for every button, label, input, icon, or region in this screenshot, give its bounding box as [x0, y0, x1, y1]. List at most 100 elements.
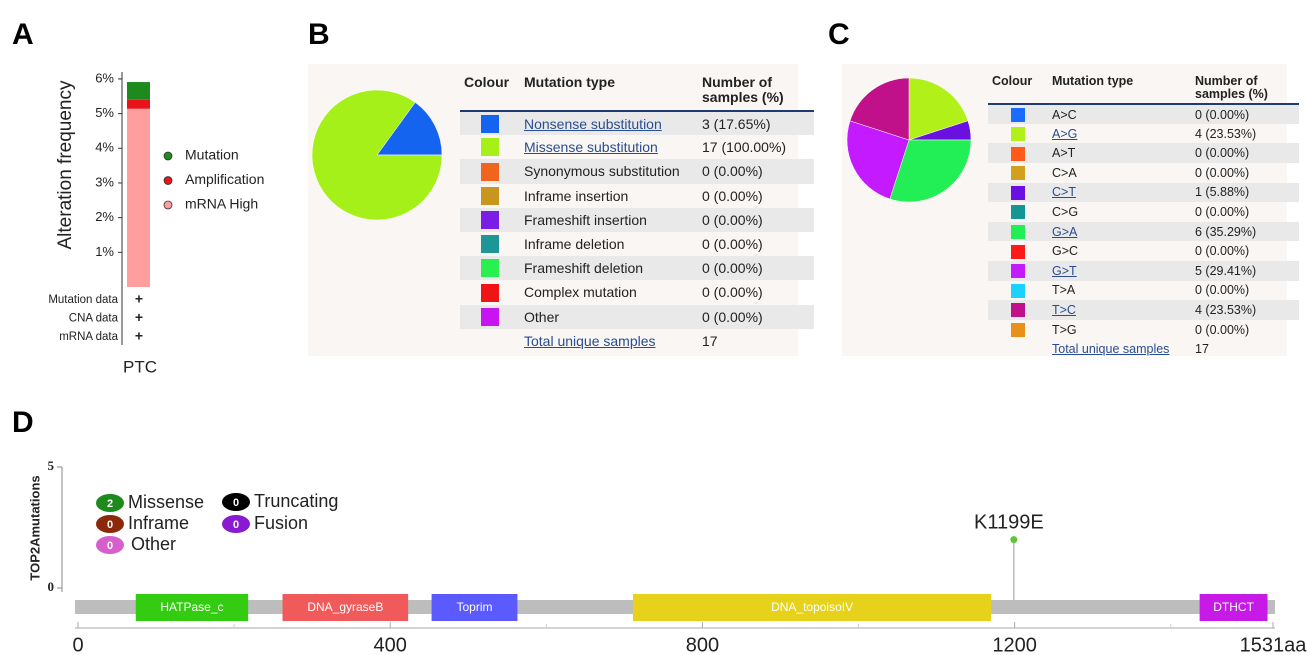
total-label: Total unique samples	[524, 332, 656, 349]
table-header: Colour Mutation type Number of samples (%)	[460, 75, 814, 112]
x-tick-label: 400	[374, 634, 407, 655]
mutation-type: G>A	[1048, 221, 1191, 242]
colour-cell	[460, 304, 520, 329]
color-swatch	[481, 138, 499, 157]
y-tick-label: 5%	[95, 105, 114, 120]
color-swatch	[481, 162, 499, 181]
mutation-type: T>C	[1048, 300, 1191, 320]
color-swatch	[481, 235, 499, 254]
table-row: Missense substitution 17 (100.00%)	[460, 135, 814, 159]
pie-slice	[889, 139, 972, 203]
legend-badge	[96, 515, 124, 533]
y-tick-label: 3%	[95, 174, 114, 189]
legend-badge	[96, 536, 124, 554]
mutation-type: Missense substitution	[524, 139, 658, 156]
color-swatch	[1011, 146, 1025, 161]
color-swatch	[1011, 205, 1025, 220]
bar-segment	[127, 99, 150, 109]
lollipop-head	[1010, 536, 1018, 544]
profile-mark: +	[135, 328, 143, 344]
colour-cell	[988, 182, 1048, 203]
legend-badge	[222, 493, 250, 511]
bar-segment	[127, 82, 150, 100]
column-header: Number of samples (%)	[698, 75, 814, 112]
mutation-type: Complex mutation	[524, 284, 637, 301]
legend-label: mRNA High	[185, 196, 258, 212]
sample-count: 17 (100.00%)	[702, 139, 787, 156]
table-row: Other 0 (0.00%)	[460, 304, 814, 329]
legend-label: Inframe	[128, 513, 189, 533]
legend-label: Mutation	[185, 147, 239, 163]
profile-label: Mutation data	[48, 294, 118, 306]
sample-count: 0 (0.00%)	[702, 236, 763, 253]
legend-label: Missense	[128, 492, 204, 512]
table-row: Frameshift insertion 0 (0.00%)	[460, 207, 814, 232]
sample-count: 0 (0.00%)	[698, 304, 814, 329]
legend-label: Other	[131, 534, 176, 554]
color-swatch	[1011, 224, 1025, 239]
color-swatch	[1011, 283, 1025, 298]
mutation-type: A>G	[1052, 126, 1078, 141]
color-swatch	[481, 186, 499, 205]
domain-label: HATPase_c	[160, 600, 223, 614]
colour-cell	[988, 300, 1048, 320]
color-swatch	[481, 307, 499, 326]
table-row: Inframe insertion 0 (0.00%)	[460, 184, 814, 208]
colour-cell	[460, 111, 520, 136]
sample-count: 0 (0.00%)	[1191, 143, 1299, 164]
pie-slice	[908, 77, 969, 141]
domain	[1199, 594, 1268, 621]
total-value: 17	[702, 332, 718, 349]
sample-count: 0 (0.00%)	[702, 284, 763, 301]
legend-badge	[96, 494, 124, 512]
sample-count: 0 (0.00%)	[702, 187, 763, 204]
colour-cell	[988, 202, 1048, 222]
color-swatch	[1011, 264, 1025, 279]
y-tick-label: 5	[48, 458, 55, 473]
mutation-table: Colour Mutation type Number of samples (%)…	[460, 75, 814, 353]
mutation-type: C>G	[1052, 205, 1079, 220]
column-header: Colour	[988, 74, 1048, 106]
colour-cell	[460, 184, 520, 208]
sample-count: 0 (0.00%)	[1195, 244, 1250, 259]
color-swatch	[1011, 185, 1025, 200]
empty-cell	[988, 339, 1048, 359]
y-tick-label: 1%	[95, 244, 114, 259]
y-tick-label: 4%	[95, 140, 114, 155]
mutation-type: T>G	[1052, 322, 1077, 337]
color-swatch	[1011, 244, 1025, 259]
color-swatch	[481, 259, 499, 278]
x-tick-label: 0	[72, 634, 83, 655]
sample-count: 0 (0.00%)	[1195, 283, 1250, 298]
table-row: C>G 0 (0.00%)	[988, 202, 1299, 222]
color-swatch	[1011, 322, 1025, 337]
column-header: Number of samples (%)	[1191, 74, 1299, 106]
y-tick-label: 2%	[95, 209, 114, 224]
colour-cell	[988, 261, 1048, 281]
profile-mark: +	[135, 291, 143, 307]
y-tick-label: 6%	[95, 70, 114, 85]
colour-cell	[460, 232, 520, 256]
sample-count: 0 (0.00%)	[1195, 322, 1250, 337]
sample-count: 1 (5.88%)	[1191, 182, 1299, 203]
mutation-type: T>A	[1052, 283, 1076, 298]
sample-count: 0 (0.00%)	[1195, 205, 1250, 220]
total-row: Total unique samples 17	[460, 329, 814, 353]
panel-letter: B	[308, 18, 330, 51]
colour-cell	[988, 104, 1048, 124]
x-tick-label: PTC	[123, 357, 157, 376]
sample-count: 0 (0.00%)	[698, 207, 814, 232]
colour-cell	[988, 281, 1048, 301]
colour-cell	[460, 256, 520, 281]
table-row: G>C 0 (0.00%)	[988, 241, 1299, 261]
sample-count: 3 (17.65%)	[698, 111, 814, 136]
mutation-type: Frameshift insertion	[520, 207, 698, 232]
colour-cell	[460, 135, 520, 159]
table-row: G>A 6 (35.29%)	[988, 221, 1299, 242]
table-row: T>A 0 (0.00%)	[988, 281, 1299, 301]
x-tick-label: 1200	[992, 634, 1037, 655]
table-row: Nonsense substitution 3 (17.65%)	[460, 111, 814, 136]
mutation-type: Inframe insertion	[524, 187, 629, 204]
colour-cell	[988, 320, 1048, 340]
